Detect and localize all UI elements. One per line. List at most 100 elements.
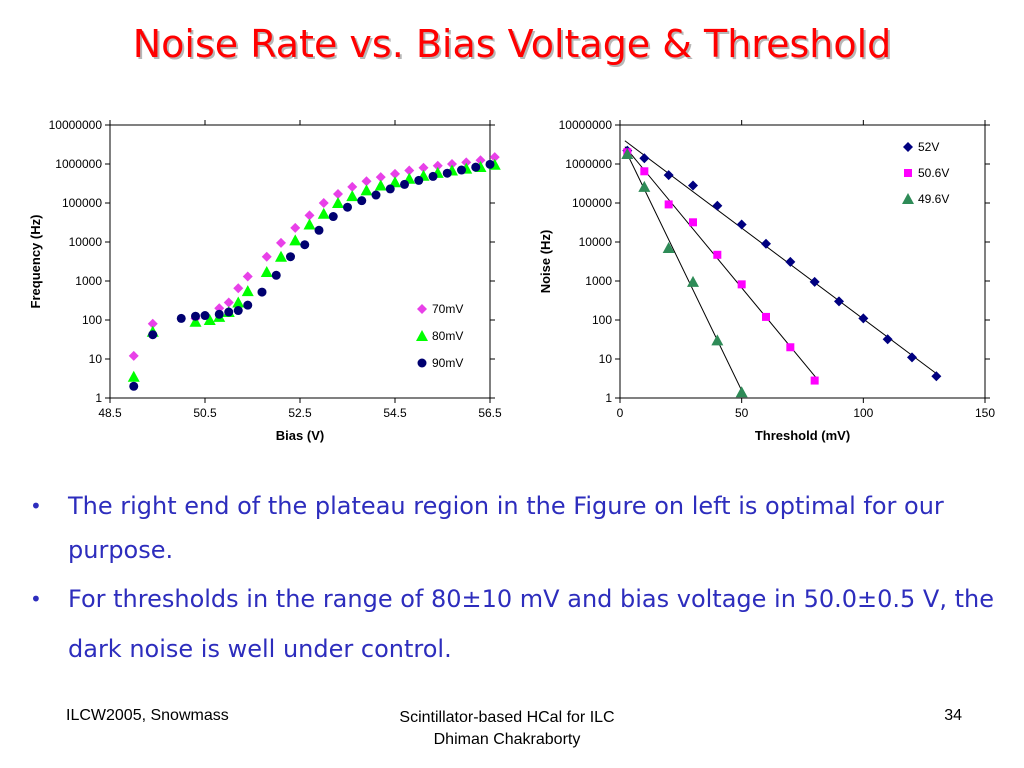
data-point — [621, 148, 634, 160]
footer-talk-title: Scintillator-based HCal for ILC — [399, 709, 615, 726]
data-point — [289, 234, 302, 246]
data-point — [148, 330, 158, 340]
data-point — [858, 313, 869, 324]
threshold-noise-chart: 1 10 100 1000 10000 100000 1000000 10000000 0 50 1… — [538, 118, 995, 443]
data-point — [189, 315, 202, 327]
data-point — [129, 381, 139, 391]
data-point — [428, 171, 438, 181]
data-point — [374, 179, 387, 191]
y-axis-label: Noise (Hz) — [538, 230, 553, 294]
data-point — [688, 180, 698, 191]
data-point — [432, 160, 443, 171]
x-tick-label: 56.5 — [478, 406, 502, 420]
data-point — [361, 176, 372, 187]
y-tick-label: 10 — [599, 352, 613, 366]
slide-title: Noise Rate vs. Bias Voltage & Threshold — [132, 22, 892, 66]
data-point — [882, 334, 893, 345]
y-tick-label: 1000000 — [55, 157, 102, 171]
data-point — [663, 170, 674, 181]
bullet-list: • The right end of the plateau region in… — [28, 484, 998, 674]
data-point — [275, 250, 287, 262]
y-tick-label: 10 — [89, 352, 103, 366]
data-point — [834, 296, 844, 307]
data-point — [711, 334, 724, 346]
data-point — [260, 266, 273, 278]
data-point — [223, 297, 234, 308]
bias-frequency-chart: 1 10 100 1000 10000 100000 1000000 10000000 48.5… — [28, 118, 502, 443]
y-tick-label: 100 — [82, 313, 102, 327]
legend-label: 52V — [918, 140, 939, 154]
bullet-dot-icon: • — [30, 494, 42, 518]
bullet-item: • The right end of the plateau region in… — [28, 484, 998, 572]
data-point — [304, 210, 315, 221]
x-axis-label: Bias (V) — [276, 428, 324, 443]
data-point — [261, 251, 272, 262]
data-point — [232, 296, 245, 308]
data-point — [200, 311, 210, 321]
data-point — [931, 371, 942, 382]
x-tick-label: 0 — [617, 406, 624, 420]
legend-label: 80mV — [432, 329, 463, 343]
data-point — [457, 165, 466, 175]
data-point — [191, 311, 200, 321]
y-tick-label: 10000000 — [559, 118, 613, 132]
y-axis-label: Frequency (Hz) — [28, 215, 43, 309]
data-point — [271, 270, 281, 280]
data-point — [785, 256, 796, 267]
footer-event: ILCW2005, Snowmass — [66, 707, 229, 724]
legend-marker — [417, 358, 427, 368]
y-tick-label: 10000 — [69, 235, 103, 249]
x-axis-label: Threshold (mV) — [755, 428, 850, 443]
y-tick-label: 100000 — [572, 196, 612, 210]
data-point — [786, 343, 795, 352]
data-point — [357, 196, 367, 206]
data-point — [347, 181, 358, 192]
bullet-dot-icon: • — [30, 587, 42, 611]
data-point — [343, 202, 352, 212]
legend-label: 70mV — [432, 302, 463, 316]
legend-label: 49.6V — [918, 192, 949, 206]
data-point — [314, 225, 324, 235]
legend-marker — [902, 193, 914, 204]
data-point — [447, 159, 457, 169]
data-point — [318, 198, 329, 208]
y-tick-label: 100 — [592, 313, 612, 327]
x-tick-label: 50 — [735, 406, 749, 420]
data-point — [257, 287, 267, 297]
data-point — [809, 276, 820, 287]
y-tick-label: 1 — [95, 391, 102, 405]
data-point — [810, 376, 819, 385]
data-point — [461, 157, 472, 168]
data-point — [687, 275, 699, 287]
data-point — [328, 212, 338, 222]
data-point — [303, 218, 316, 230]
data-point — [233, 283, 244, 294]
data-point — [762, 312, 770, 321]
data-point — [485, 159, 495, 169]
data-point — [400, 179, 409, 189]
footer-presentation: Scintillator-based HCal for ILC Dhiman C… — [332, 707, 682, 751]
data-point — [471, 162, 481, 172]
x-tick-label: 54.5 — [383, 406, 407, 420]
data-point — [127, 370, 140, 382]
trendline — [624, 146, 818, 380]
data-point — [639, 153, 650, 164]
data-point — [389, 176, 401, 188]
y-tick-label: 100000 — [62, 196, 102, 210]
data-point — [713, 250, 722, 259]
y-tick-label: 10000000 — [49, 118, 103, 132]
plot-frame — [619, 124, 986, 399]
data-point — [737, 280, 746, 289]
legend-marker — [903, 142, 913, 152]
data-point — [371, 190, 381, 200]
x-tick-label: 48.5 — [98, 406, 122, 420]
data-point — [475, 155, 486, 166]
data-point — [689, 218, 697, 227]
data-point — [638, 180, 651, 192]
data-point — [907, 352, 917, 363]
data-point — [128, 350, 139, 361]
data-point — [442, 168, 452, 178]
data-point — [761, 238, 771, 249]
data-point — [346, 190, 359, 202]
x-tick-label: 50.5 — [193, 406, 217, 420]
